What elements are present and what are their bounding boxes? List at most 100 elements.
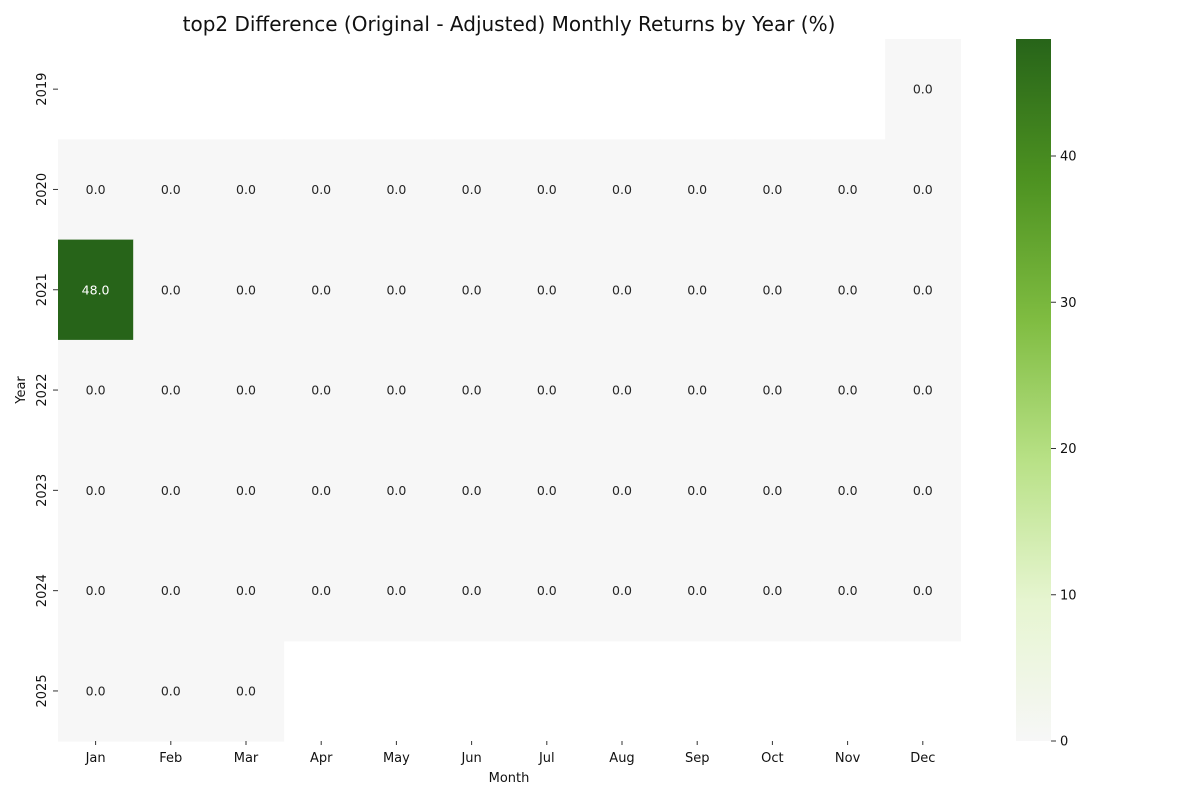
cell-value-label: 0.0 [762, 383, 782, 398]
heatmap-cell [434, 339, 510, 441]
cell-value-label: 0.0 [161, 483, 181, 498]
cell-value-label: 0.0 [687, 383, 707, 398]
heatmap-cell [58, 440, 134, 542]
cell-value-label: 0.0 [913, 383, 933, 398]
heatmap-cell [734, 540, 811, 642]
heatmap-cell [434, 139, 510, 241]
cell-value-label: 0.0 [86, 583, 106, 598]
cell-value-label: 0.0 [386, 583, 406, 598]
heatmap-cell [133, 339, 209, 441]
cell-value-label: 0.0 [386, 282, 406, 297]
x-tick-label: Jul [538, 751, 555, 766]
heatmap-cell [734, 139, 811, 241]
cell-value-label: 0.0 [537, 282, 557, 297]
heatmap-cell [208, 139, 285, 241]
heatmap-cell [133, 139, 209, 241]
y-tick-label: 2020 [35, 173, 50, 206]
colorbar-tick-label: 0 [1060, 735, 1068, 750]
heatmap-cell [659, 339, 736, 441]
heatmap-cell [659, 139, 736, 241]
cell-value-label: 0.0 [913, 182, 933, 197]
heatmap-cell [133, 440, 209, 542]
cell-value-label: 0.0 [311, 483, 331, 498]
cell-value-label: 0.0 [687, 282, 707, 297]
x-axis-ticks: Jan Feb Mar Apr May Jun Jul Aug Sep Oct Nov Dec [85, 741, 935, 766]
cell-value-label: 0.0 [537, 383, 557, 398]
heatmap-cell [659, 239, 736, 341]
cell-value-label: 0.0 [236, 583, 256, 598]
cell-value-label: 0.0 [462, 583, 482, 598]
heatmap-cell [509, 339, 585, 441]
heatmap-cell [509, 540, 585, 642]
heatmap-cell [659, 540, 736, 642]
x-tick-label: Dec [910, 751, 935, 766]
heatmap-cell [734, 339, 811, 441]
colorbar [1016, 39, 1051, 741]
heatmap-cell [810, 440, 886, 542]
cell-value-label: 0.0 [462, 182, 482, 197]
heatmap-cell [509, 440, 585, 542]
cell-value-label: 0.0 [612, 583, 632, 598]
cell-value-label: 0.0 [462, 282, 482, 297]
x-tick-label: Oct [761, 751, 783, 766]
cell-value-label: 0.0 [762, 483, 782, 498]
x-tick-label: Mar [234, 751, 259, 766]
heatmap-cell [885, 139, 961, 241]
cell-value-label: 0.0 [311, 383, 331, 398]
x-tick-label: Jun [460, 751, 481, 766]
heatmap-cell [208, 339, 285, 441]
heatmap-cell [885, 540, 961, 642]
heatmap-cell [810, 540, 886, 642]
heatmap-cell [58, 139, 134, 241]
cell-value-label: 0.0 [311, 282, 331, 297]
cell-value-label: 0.0 [462, 483, 482, 498]
cell-value-label: 0.0 [236, 383, 256, 398]
y-axis-label: Year [14, 376, 29, 405]
cell-value-label: 0.0 [311, 583, 331, 598]
x-tick-label: Nov [835, 751, 861, 766]
heatmap-cell [584, 339, 661, 441]
heatmap-cell [434, 540, 510, 642]
cell-value-label: 0.0 [161, 583, 181, 598]
cell-value-label: 0.0 [612, 282, 632, 297]
cell-value-label: 0.0 [86, 683, 106, 698]
heatmap-cell [58, 239, 134, 341]
colorbar-tick-label: 30 [1060, 296, 1077, 311]
cell-value-label: 0.0 [236, 182, 256, 197]
heatmap-cell [509, 139, 585, 241]
heatmap-cell [584, 440, 661, 542]
cell-value-label: 0.0 [612, 383, 632, 398]
cell-value-label: 0.0 [838, 182, 858, 197]
cell-value-label: 0.0 [386, 383, 406, 398]
x-tick-label: Apr [310, 751, 333, 766]
heatmap-cell [133, 540, 209, 642]
cell-value-label: 0.0 [838, 483, 858, 498]
y-tick-label: 2024 [35, 574, 50, 607]
heatmap-cell [58, 540, 134, 642]
x-tick-label: May [383, 751, 410, 766]
cell-value-label: 0.0 [913, 583, 933, 598]
cell-value-label: 0.0 [838, 282, 858, 297]
heatmap-cell [283, 139, 360, 241]
x-tick-label: Feb [159, 751, 182, 766]
cell-value-label: 0.0 [762, 282, 782, 297]
heatmap-cell [133, 640, 209, 742]
colorbar-ticks: 0 10 20 30 40 [1051, 150, 1077, 750]
cell-value-label: 0.0 [687, 583, 707, 598]
y-tick-label: 2023 [35, 474, 50, 507]
cell-value-label: 0.0 [537, 182, 557, 197]
heatmap-cell [734, 239, 811, 341]
cell-value-label: 0.0 [236, 282, 256, 297]
heatmap-cell [208, 239, 285, 341]
heatmap-cell [584, 139, 661, 241]
cell-value-label: 0.0 [838, 583, 858, 598]
colorbar-tick-label: 10 [1060, 588, 1077, 603]
cell-value-label: 0.0 [161, 683, 181, 698]
heatmap-cell [885, 440, 961, 542]
cell-value-label: 0.0 [236, 483, 256, 498]
heatmap-cell [133, 239, 209, 341]
cell-value-label: 0.0 [386, 483, 406, 498]
heatmap-cell [358, 540, 435, 642]
cell-value-label: 0.0 [687, 483, 707, 498]
heatmap-cell [283, 339, 360, 441]
